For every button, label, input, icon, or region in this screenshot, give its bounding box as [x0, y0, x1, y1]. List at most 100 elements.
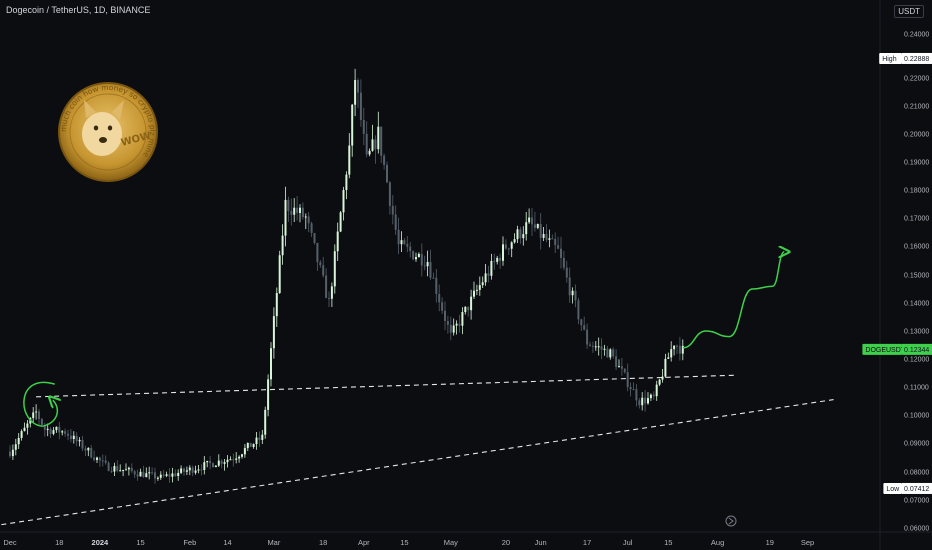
candle: [212, 462, 214, 468]
candle: [609, 348, 612, 360]
candle: [681, 339, 684, 361]
x-tick-label: 20: [502, 538, 510, 547]
candle: [87, 447, 90, 457]
candle: [226, 455, 229, 468]
doge-eye-icon: [93, 125, 99, 131]
candle: [139, 468, 142, 477]
candle: [461, 307, 464, 335]
candle: [52, 426, 55, 436]
currency-badge[interactable]: USDT: [894, 5, 924, 18]
candle: [145, 467, 148, 478]
candle: [330, 282, 333, 308]
candle: [290, 198, 293, 226]
candle: [557, 236, 560, 250]
candle: [49, 426, 52, 439]
candle: [252, 443, 255, 449]
y-tick-label: 0.14000: [904, 301, 929, 308]
rising-support-line[interactable]: [1, 399, 834, 526]
high-price-tag: High 0.22888: [879, 52, 932, 64]
chart-title: Dogecoin / TetherUS, 1D, BINANCE: [6, 5, 151, 15]
horizontal-resistance-line[interactable]: [36, 374, 736, 398]
candle: [339, 211, 342, 233]
candle: [81, 435, 84, 452]
candle: [136, 469, 139, 481]
candle: [528, 208, 531, 224]
candle: [484, 263, 487, 286]
candle: [417, 252, 420, 258]
candle: [32, 407, 35, 423]
candle: [676, 344, 678, 354]
candle: [261, 429, 264, 445]
x-tick-label: Jul: [623, 538, 633, 547]
candle: [110, 466, 113, 474]
candle: [623, 368, 626, 374]
candle: [46, 423, 49, 437]
candle: [658, 378, 661, 387]
candle: [61, 430, 64, 436]
candle: [328, 291, 330, 307]
annotation-circle[interactable]: [23, 381, 56, 427]
candle: [464, 306, 467, 315]
low-price-tag: Low 0.07412: [883, 482, 932, 494]
x-tick-label: 17: [583, 538, 591, 547]
candle: [296, 195, 299, 221]
candle: [641, 392, 644, 411]
candle: [122, 469, 125, 477]
x-tick-label: 15: [400, 538, 408, 547]
candle: [142, 465, 145, 478]
candle: [635, 384, 638, 407]
candle: [96, 456, 98, 464]
candle: [304, 213, 307, 230]
candle: [229, 456, 232, 461]
candle: [438, 284, 441, 312]
candle: [209, 456, 212, 470]
y-tick-label: 0.08000: [904, 470, 929, 477]
candle: [475, 284, 478, 296]
candle: [197, 465, 200, 474]
candle: [502, 236, 504, 266]
doge-ear-icon: [112, 100, 124, 120]
candle: [533, 211, 536, 232]
y-tick-label: 0.09000: [904, 441, 929, 448]
x-tick-label: 15: [136, 538, 144, 547]
doge-eye-icon: [107, 125, 113, 131]
candle: [183, 467, 185, 476]
replay-icon[interactable]: [725, 515, 737, 527]
candle: [238, 455, 241, 463]
candle: [562, 250, 565, 271]
candle: [243, 444, 246, 458]
candle: [17, 433, 20, 449]
candle: [638, 397, 641, 409]
candle: [148, 466, 151, 480]
candle: [670, 341, 673, 362]
high-price-tag-label: High: [882, 56, 897, 63]
projection-arrow[interactable]: [682, 252, 785, 349]
y-tick-label: 0.18000: [904, 188, 929, 195]
candle: [359, 79, 362, 127]
candle: [597, 337, 600, 356]
candle: [75, 432, 78, 447]
candle: [287, 196, 290, 222]
candle: [93, 450, 96, 462]
candle: [536, 223, 539, 230]
candle: [11, 444, 14, 460]
x-tick-label: Feb: [183, 538, 196, 547]
x-tick-label: May: [444, 538, 458, 547]
candle: [600, 338, 603, 360]
candle: [214, 465, 217, 468]
candle: [98, 456, 101, 467]
candle: [446, 315, 449, 334]
dogecoin-logo: much coin how money so crypto plz mine W…: [58, 82, 158, 182]
candle: [293, 198, 296, 222]
candle: [571, 287, 574, 304]
candle: [441, 297, 444, 314]
candle: [519, 226, 522, 244]
candle: [594, 341, 597, 351]
candle: [23, 422, 26, 432]
candle: [64, 428, 67, 437]
candle: [606, 346, 609, 358]
x-tick-label: 18: [55, 538, 63, 547]
annotation-arrow[interactable]: [42, 400, 58, 427]
